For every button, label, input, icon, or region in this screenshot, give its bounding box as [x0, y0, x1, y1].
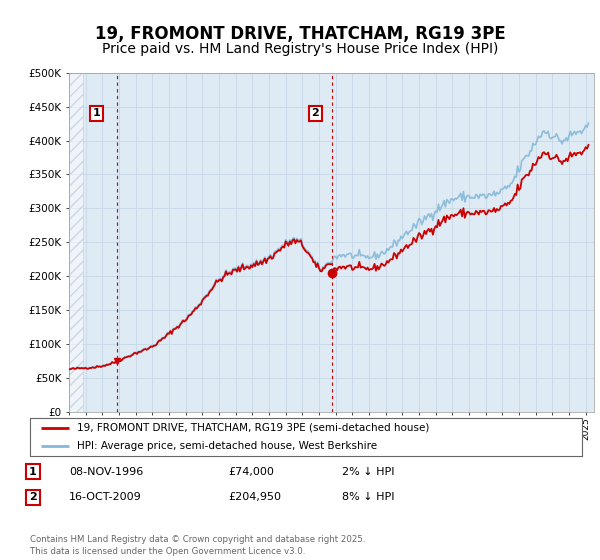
Text: 2: 2 — [29, 492, 37, 502]
Text: 8% ↓ HPI: 8% ↓ HPI — [342, 492, 395, 502]
Text: £74,000: £74,000 — [228, 466, 274, 477]
Text: HPI: Average price, semi-detached house, West Berkshire: HPI: Average price, semi-detached house,… — [77, 441, 377, 451]
Text: 2% ↓ HPI: 2% ↓ HPI — [342, 466, 395, 477]
Text: Price paid vs. HM Land Registry's House Price Index (HPI): Price paid vs. HM Land Registry's House … — [102, 42, 498, 56]
Text: 1: 1 — [29, 466, 37, 477]
Text: 16-OCT-2009: 16-OCT-2009 — [69, 492, 142, 502]
Text: £204,950: £204,950 — [228, 492, 281, 502]
Text: 1: 1 — [93, 109, 101, 119]
Text: 08-NOV-1996: 08-NOV-1996 — [69, 466, 143, 477]
Text: Contains HM Land Registry data © Crown copyright and database right 2025.
This d: Contains HM Land Registry data © Crown c… — [30, 535, 365, 556]
Text: 19, FROMONT DRIVE, THATCHAM, RG19 3PE: 19, FROMONT DRIVE, THATCHAM, RG19 3PE — [95, 25, 505, 43]
Text: 2: 2 — [311, 109, 319, 119]
Text: 19, FROMONT DRIVE, THATCHAM, RG19 3PE (semi-detached house): 19, FROMONT DRIVE, THATCHAM, RG19 3PE (s… — [77, 423, 429, 433]
